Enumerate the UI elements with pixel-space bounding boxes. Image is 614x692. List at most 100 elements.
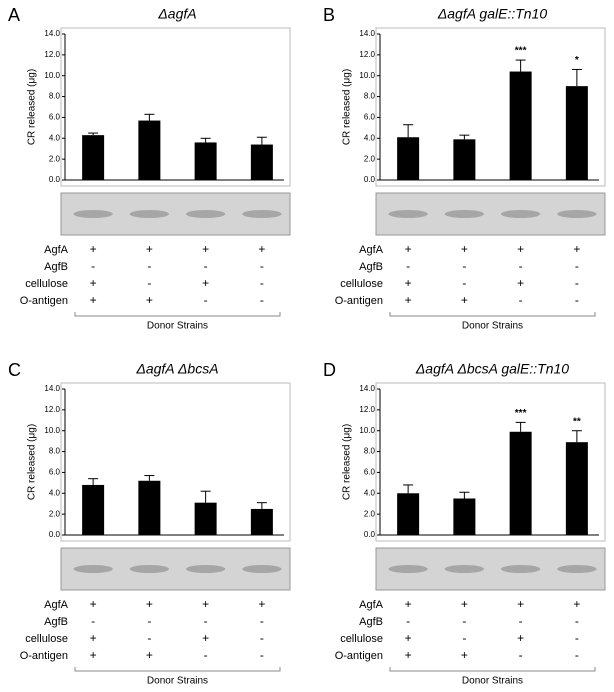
row-label: AgfB [359, 261, 383, 273]
y-tick-label: 10.0 [359, 426, 375, 435]
row-mark: + [461, 597, 468, 611]
y-tick-label: 6.0 [364, 113, 376, 122]
y-tick-label: 4.0 [49, 488, 61, 497]
row-mark: - [575, 631, 579, 645]
row-mark: - [260, 293, 264, 307]
y-tick-label: 6.0 [364, 468, 376, 477]
chart-title: ΔagfA [157, 6, 196, 22]
y-tick-label: 10.0 [44, 71, 60, 80]
row-label: AgfA [44, 244, 69, 256]
row-label: AgfA [359, 599, 384, 611]
y-tick-label: 2.0 [364, 509, 376, 518]
row-label: AgfB [44, 616, 68, 628]
blot-band [557, 210, 597, 218]
row-mark: - [260, 259, 264, 273]
blot-band [185, 565, 226, 573]
y-tick-label: 12.0 [359, 405, 375, 414]
panel-letter: D [323, 360, 336, 380]
row-mark: - [204, 259, 208, 273]
chart-title: ΔagfA ΔbcsA galE::Tn10 [415, 361, 569, 377]
row-mark: - [406, 259, 410, 273]
bar [138, 480, 161, 535]
row-mark: - [575, 259, 579, 273]
y-tick-label: 4.0 [364, 133, 376, 142]
x-axis-label: Donor Strains [147, 321, 208, 332]
y-axis-label: CR released (μg) [27, 424, 38, 500]
row-label: cellulose [340, 278, 383, 290]
bar [82, 484, 105, 535]
y-tick-label: 14.0 [44, 29, 60, 38]
blot-band [388, 210, 428, 218]
blot-band [388, 565, 428, 573]
row-mark: + [90, 631, 97, 645]
bar [250, 508, 273, 535]
blot-band [557, 565, 597, 573]
row-mark: - [204, 614, 208, 628]
row-mark: - [519, 614, 523, 628]
bar [194, 502, 217, 535]
bar [82, 135, 105, 180]
significance-label: * [575, 55, 579, 66]
y-tick-label: 8.0 [364, 92, 376, 101]
blot-band [242, 210, 282, 218]
bracket [74, 312, 281, 317]
significance-label: *** [515, 408, 527, 419]
bar [250, 144, 273, 180]
row-mark: + [461, 293, 468, 307]
plot-frame [60, 27, 291, 187]
bracket [389, 667, 596, 672]
significance-label: *** [515, 46, 527, 57]
row-mark: - [575, 614, 579, 628]
row-label: AgfA [359, 244, 384, 256]
row-label: O-antigen [20, 650, 68, 662]
y-tick-label: 4.0 [364, 488, 376, 497]
y-tick-label: 8.0 [364, 447, 376, 456]
panel-letter: B [323, 5, 335, 25]
panel-letter: C [8, 360, 21, 380]
row-mark: - [260, 648, 264, 662]
row-mark: + [90, 293, 97, 307]
row-mark: - [406, 614, 410, 628]
blot-band [185, 210, 226, 218]
row-label: cellulose [25, 633, 68, 645]
chart-title: ΔagfA galE::Tn10 [437, 6, 547, 22]
row-mark: + [405, 631, 412, 645]
row-mark: + [405, 242, 412, 256]
bar [565, 86, 588, 180]
row-mark: + [573, 242, 580, 256]
blot-band [129, 210, 170, 218]
y-axis-label: CR released (μg) [27, 69, 38, 145]
row-mark: - [147, 259, 151, 273]
row-mark: + [461, 242, 468, 256]
row-mark: + [405, 293, 412, 307]
bar [453, 139, 476, 180]
row-mark: - [91, 614, 95, 628]
y-tick-label: 4.0 [49, 133, 61, 142]
row-label: cellulose [25, 278, 68, 290]
y-tick-label: 12.0 [359, 50, 375, 59]
row-mark: - [147, 614, 151, 628]
y-tick-label: 14.0 [44, 384, 60, 393]
row-mark: - [462, 614, 466, 628]
y-tick-label: 8.0 [49, 447, 61, 456]
row-mark: + [258, 597, 265, 611]
bar [509, 71, 532, 180]
y-tick-label: 8.0 [49, 92, 61, 101]
bar [138, 120, 161, 180]
y-tick-label: 14.0 [359, 29, 375, 38]
bar [509, 431, 532, 535]
y-tick-label: 2.0 [49, 509, 61, 518]
row-mark: + [90, 276, 97, 290]
row-mark: + [146, 293, 153, 307]
row-label: O-antigen [335, 650, 383, 662]
plot-frame [375, 27, 606, 187]
bar [565, 442, 588, 535]
y-tick-label: 6.0 [49, 468, 61, 477]
row-mark: - [204, 648, 208, 662]
row-mark: - [147, 631, 151, 645]
row-mark: - [575, 293, 579, 307]
row-mark: + [405, 276, 412, 290]
row-mark: - [260, 631, 264, 645]
y-tick-label: 2.0 [49, 154, 61, 163]
